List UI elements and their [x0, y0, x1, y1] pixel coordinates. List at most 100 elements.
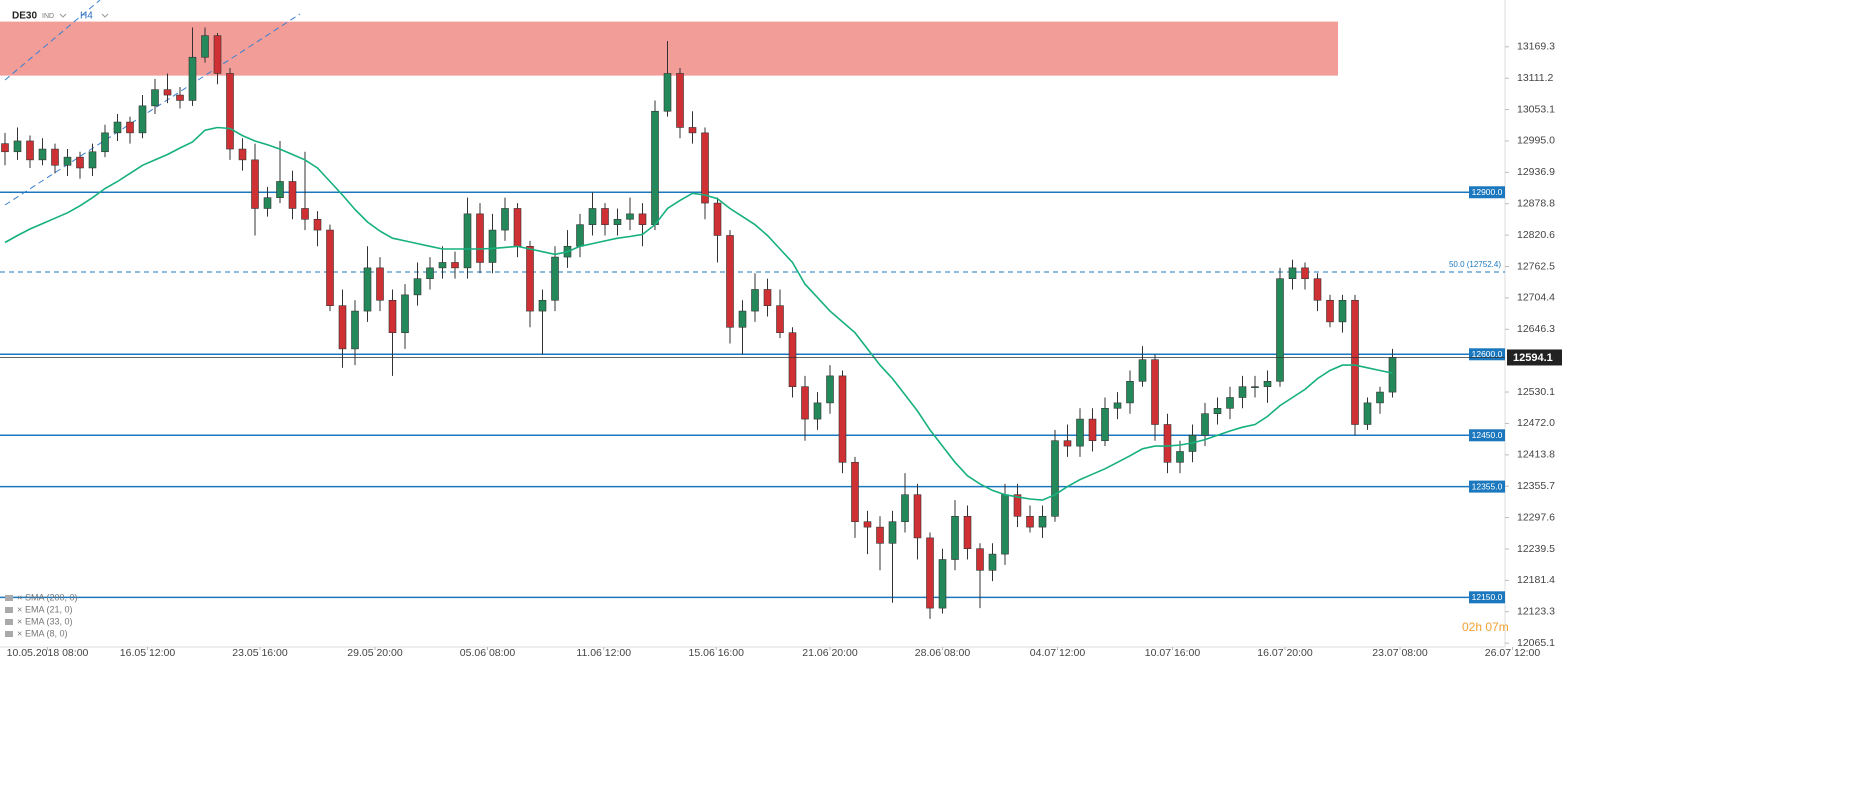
candle-body [501, 208, 509, 231]
y-tick-label: 12762.5 [1517, 260, 1555, 272]
market[interactable]: IND [42, 13, 54, 20]
candle-body [351, 310, 359, 350]
candle-body [1138, 359, 1147, 382]
candle-body [926, 537, 934, 609]
y-tick-label: 13053.1 [1517, 103, 1555, 115]
x-tick-label: 21.06 20:00 [802, 647, 858, 659]
level-label: 12450.0 [1472, 430, 1503, 440]
candle-body [1288, 267, 1297, 279]
indicator-label: EMA (8, 0) [25, 628, 68, 638]
candle-body [1201, 413, 1209, 436]
candle-body [1151, 359, 1159, 425]
candle-body [188, 56, 197, 101]
candle-body [463, 213, 472, 269]
candle-body [1263, 380, 1272, 387]
indicator-icon [5, 607, 13, 613]
candle-body [551, 256, 559, 301]
candle-body [1326, 299, 1334, 323]
candle-body [1388, 357, 1397, 393]
x-tick-label: 10.07 16:00 [1145, 647, 1201, 659]
candle-body [176, 94, 184, 101]
candle-body [976, 548, 984, 571]
x-tick-label: 05.06 08:00 [460, 647, 516, 659]
candle-body [1213, 407, 1222, 414]
indicator-icon [5, 631, 13, 637]
indicator-label: SMA (200, 0) [25, 592, 78, 602]
candle-body [713, 202, 722, 236]
symbol: DE30 [12, 11, 37, 22]
candle-body [863, 521, 872, 528]
last-price-label: 12594.1 [1513, 352, 1553, 364]
candle-body [963, 516, 972, 550]
candle-body [238, 148, 247, 161]
candle-body [451, 262, 459, 269]
candle-body [476, 213, 484, 263]
candle-body [1351, 299, 1359, 425]
level-label: 12900.0 [1472, 187, 1503, 197]
candle-body [838, 375, 847, 463]
candle-body [338, 305, 347, 350]
candle-body [576, 224, 584, 247]
candle-body [1251, 386, 1259, 388]
x-tick-label: 11.06 12:00 [576, 647, 631, 659]
timeframe[interactable]: H4 [80, 11, 93, 22]
candle-body [1313, 278, 1322, 301]
indicator-icon [5, 595, 13, 601]
candle-body [876, 526, 884, 544]
x-tick-label: 28.06 08:00 [915, 647, 971, 659]
last-price-tag [1507, 349, 1562, 366]
candle-body [126, 121, 134, 134]
timer: 02h 07m [1462, 620, 1509, 634]
candle-body [138, 105, 147, 134]
candle-body [1076, 418, 1084, 447]
candle-body [826, 375, 834, 404]
candle-body [113, 121, 122, 134]
level-tag [1469, 480, 1505, 493]
candle-body [676, 73, 684, 128]
level-tag [1469, 429, 1505, 442]
candle-body [763, 289, 772, 306]
candle-body [251, 159, 259, 209]
candle-body [201, 35, 209, 58]
candle-body [26, 140, 34, 161]
candle-body [1226, 397, 1234, 409]
candle-body [1126, 380, 1134, 404]
candle-body [1088, 418, 1097, 441]
y-tick-label: 13169.3 [1517, 41, 1555, 53]
candle-body [988, 553, 997, 571]
x-tick-label: 16.05 12:00 [120, 647, 176, 659]
y-tick-label: 12181.4 [1517, 574, 1555, 586]
y-tick-label: 12413.8 [1517, 449, 1555, 461]
candle-body [901, 494, 909, 523]
candle-body [38, 148, 47, 161]
candle-body [613, 218, 622, 225]
candle-body [638, 213, 647, 225]
candle-body [388, 299, 397, 333]
candle-body [1113, 402, 1122, 409]
indicator-close: × [17, 604, 22, 614]
candle-body [788, 332, 797, 387]
candle-body [226, 73, 234, 150]
y-tick-label: 12995.0 [1517, 135, 1555, 147]
supply-zone [0, 21, 1338, 76]
header: DE30 IND H4 [12, 11, 109, 22]
indicator-icon [5, 619, 13, 625]
y-tick-label: 12472.0 [1517, 417, 1555, 429]
candle-body [701, 132, 709, 204]
dropdown-icon[interactable] [59, 13, 67, 18]
candle-body [688, 127, 697, 134]
level-tag [1469, 186, 1505, 199]
candle-body [663, 73, 672, 112]
candle-body [1376, 391, 1384, 404]
y-tick-label: 12646.3 [1517, 323, 1555, 335]
candle-body [426, 267, 434, 279]
x-tick-label: 23.05 16:00 [232, 647, 288, 659]
dropdown-icon[interactable] [101, 13, 109, 18]
candle-body [51, 148, 59, 166]
candle-body [651, 110, 659, 225]
candle-body [363, 267, 372, 312]
candle-body [401, 294, 409, 333]
level-label: 12355.0 [1472, 481, 1503, 491]
